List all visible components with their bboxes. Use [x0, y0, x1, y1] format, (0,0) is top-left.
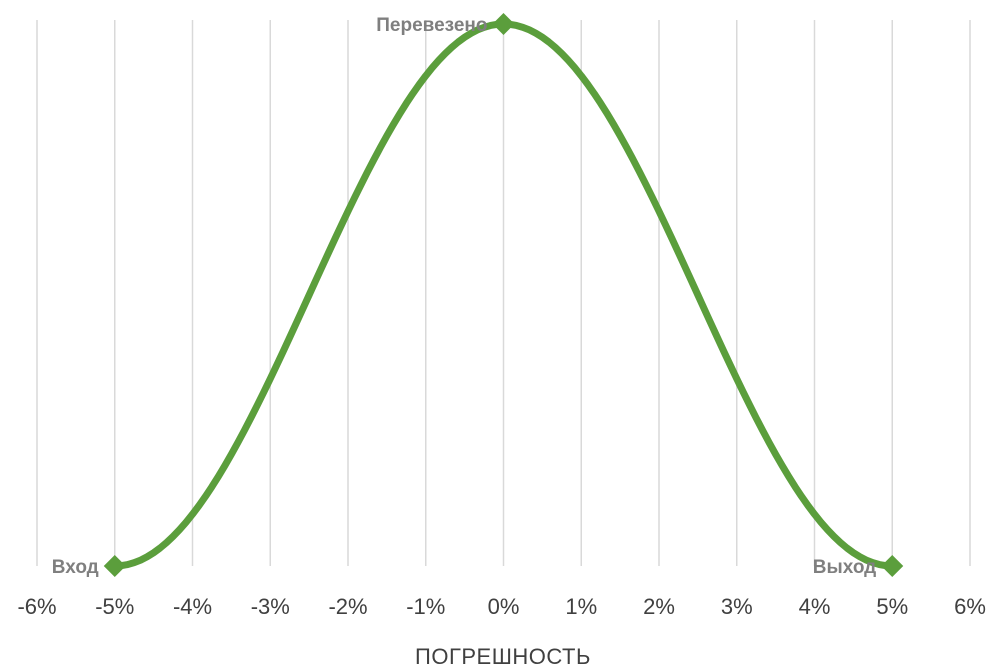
x-tick-label: -5% [95, 594, 134, 619]
gridlines [36, 20, 971, 566]
x-tick-label: 0% [488, 594, 520, 619]
x-tick-label: 3% [721, 594, 753, 619]
data-point-label: Выход [813, 557, 876, 578]
data-point-label: Перевезено [376, 15, 487, 36]
x-tick-label: -3% [251, 594, 290, 619]
data-point-marker [881, 555, 904, 577]
x-axis-title: ПОГРЕШНОСТЬ [415, 644, 591, 668]
x-tick-label: -2% [328, 594, 367, 619]
x-tick-label: 1% [565, 594, 597, 619]
x-tick-label: -1% [406, 594, 445, 619]
x-tick-label: -4% [173, 594, 212, 619]
series [103, 13, 904, 577]
data-point-marker [103, 555, 126, 577]
x-tick-label: 4% [799, 594, 831, 619]
point-labels: Вход Перевезено Выход [52, 15, 876, 578]
x-tick-label: 2% [643, 594, 675, 619]
data-point-marker [492, 13, 515, 35]
x-tick-label: -6% [17, 594, 56, 619]
x-tick-label: 6% [954, 594, 986, 619]
x-tick-labels: -6% -5% -4% -3% -2% -1% 0% 1% 2% 3% 4% 5% 6% [17, 594, 985, 619]
x-tick-label: 5% [876, 594, 908, 619]
data-point-label: Вход [52, 557, 99, 578]
